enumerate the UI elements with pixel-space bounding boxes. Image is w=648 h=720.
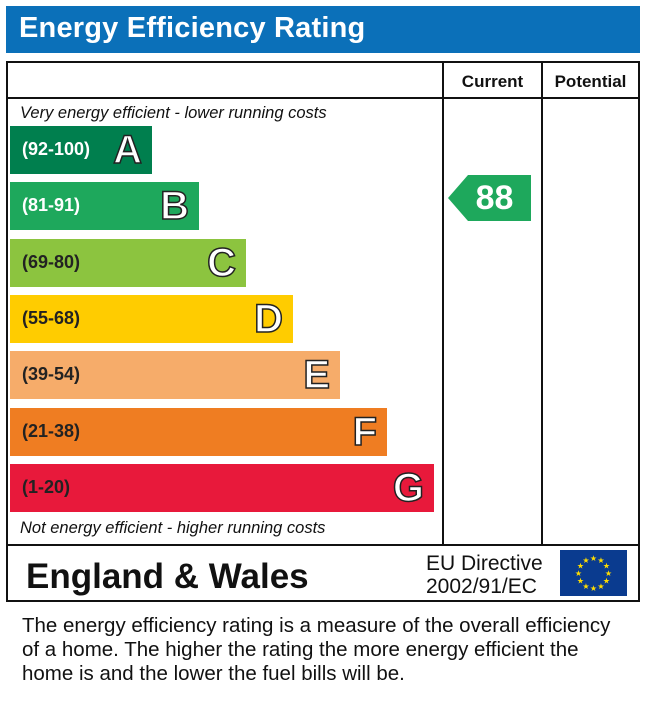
column-header-current: Current — [461, 72, 524, 91]
band-letter: A — [112, 127, 142, 173]
svg-text:★: ★ — [603, 562, 610, 571]
band-letter: D — [253, 296, 283, 342]
band-c: (69-80) C — [10, 238, 246, 287]
current-rating-arrow: 88 — [448, 175, 531, 221]
chart-title: Energy Efficiency Rating — [19, 12, 366, 44]
column-header-potential: Potential — [554, 72, 627, 91]
directive-line1: EU Directive — [426, 552, 543, 575]
svg-text:★: ★ — [605, 569, 612, 578]
svg-text:★: ★ — [597, 582, 604, 591]
svg-text:★: ★ — [577, 562, 584, 571]
svg-text:★: ★ — [590, 554, 597, 563]
band-b: (81-91) B — [10, 182, 199, 231]
band-range: (55-68) — [22, 307, 81, 328]
divider-current — [442, 63, 444, 546]
band-letter: F — [352, 409, 378, 455]
band-letter: G — [392, 465, 425, 511]
svg-text:★: ★ — [582, 556, 589, 565]
footer-divider — [8, 544, 638, 546]
band-range: (21-38) — [22, 420, 81, 441]
band-range: (39-54) — [22, 364, 81, 385]
band-letter: E — [303, 352, 331, 398]
band-range: (81-91) — [22, 195, 81, 216]
header-divider — [8, 97, 638, 99]
svg-text:★: ★ — [577, 577, 584, 586]
region-label: England & Wales — [26, 557, 309, 596]
band-e: (39-54) E — [10, 351, 340, 400]
band-range: (92-100) — [22, 139, 91, 159]
band-letter: C — [206, 240, 236, 286]
svg-text:★: ★ — [597, 556, 604, 565]
band-g: (1-20) G — [10, 463, 434, 512]
description: The energy efficiency rating is a measur… — [22, 614, 611, 685]
footer: England & Wales EU Directive 2002/91/EC … — [8, 546, 638, 600]
top-note: Very energy efficient - lower running co… — [20, 104, 327, 122]
eu-directive: EU Directive 2002/91/EC — [426, 552, 543, 598]
band-a: (92-100) A — [10, 126, 152, 174]
arrow-shape-icon — [448, 175, 531, 221]
svg-text:★: ★ — [603, 577, 610, 586]
svg-text:★: ★ — [582, 582, 589, 591]
band-range: (1-20) — [22, 476, 71, 497]
svg-text:★: ★ — [590, 584, 597, 593]
current-rating-value: 88 — [475, 179, 514, 217]
divider-potential — [541, 63, 543, 546]
band-range: (69-80) — [22, 251, 81, 272]
band-letter: B — [159, 184, 189, 230]
svg-text:★: ★ — [575, 569, 582, 578]
band-f: (21-38) F — [10, 407, 387, 456]
rating-table: Current Potential Very energy efficient … — [6, 61, 640, 602]
band-d: (55-68) D — [10, 294, 293, 343]
directive-line2: 2002/91/EC — [426, 575, 537, 598]
title-bar: Energy Efficiency Rating — [6, 6, 640, 53]
bottom-note: Not energy efficient - higher running co… — [20, 519, 326, 537]
eu-flag-icon: ★ ★ ★ ★ ★ ★ ★ ★ ★ ★ ★ ★ — [560, 550, 627, 596]
